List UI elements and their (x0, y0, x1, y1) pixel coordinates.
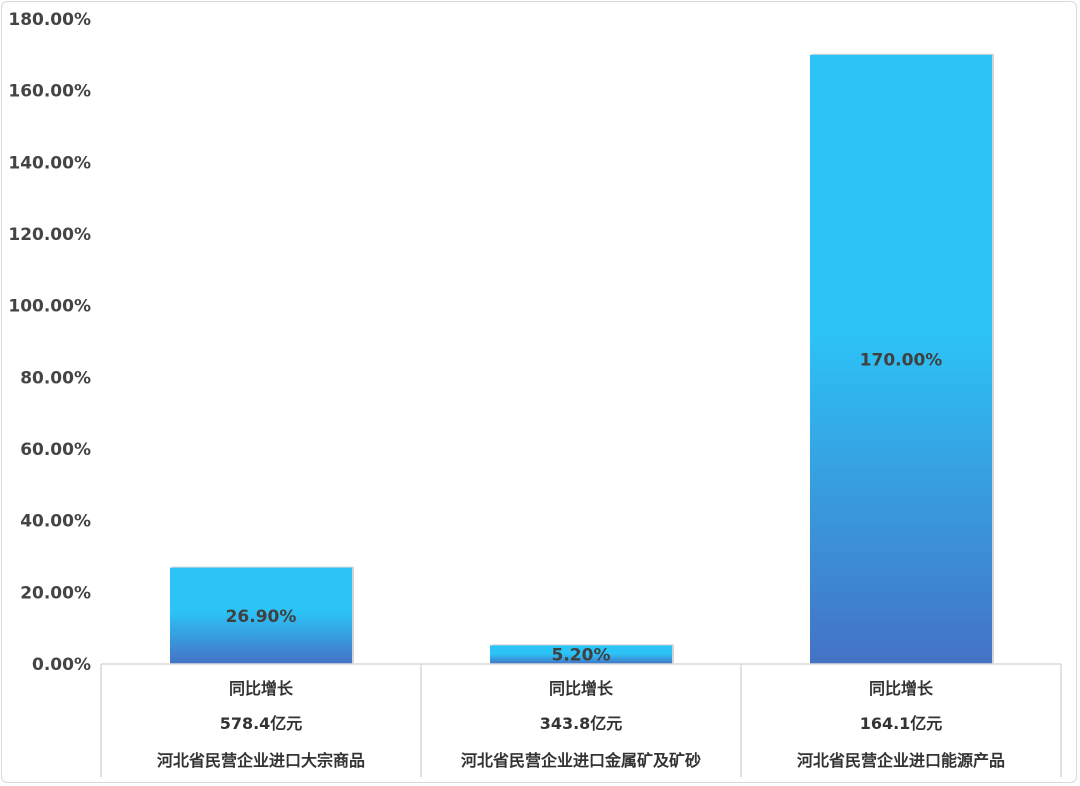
category-label-row1: 同比增长 (869, 679, 934, 698)
y-tick-label: 40.00% (20, 512, 91, 532)
data-label: 26.90% (226, 607, 297, 627)
bar (170, 567, 352, 664)
y-tick-label: 160.00% (8, 82, 91, 102)
category-label-row3: 河北省民营企业进口金属矿及矿砂 (461, 751, 701, 770)
y-tick-label: 20.00% (20, 583, 91, 603)
category-label-row3: 河北省民营企业进口大宗商品 (157, 751, 365, 770)
bar (490, 645, 672, 664)
bar (810, 54, 992, 665)
category-label-row3: 河北省民营企业进口能源产品 (797, 751, 1005, 770)
category-label-row2: 578.4亿元 (220, 714, 303, 733)
y-axis: 0.00% 20.00% 40.00% 60.00% 80.00% 100.00% 120.… (8, 10, 91, 675)
data-label: 170.00% (860, 350, 943, 370)
category-label-row1: 同比增长 (549, 679, 614, 698)
y-tick-label: 140.00% (8, 153, 91, 173)
y-tick-label: 60.00% (20, 440, 91, 460)
x-axis: 同比增长578.4亿元河北省民营企业进口大宗商品同比增长343.8亿元河北省民营… (100, 663, 1062, 777)
category-label-row1: 同比增长 (229, 679, 294, 698)
y-tick-label: 180.00% (8, 10, 91, 30)
y-tick-label: 120.00% (8, 225, 91, 245)
bars: 26.90% 5.20% 170.00% (170, 53, 994, 666)
y-tick-label: 100.00% (8, 297, 91, 317)
category-label-row2: 343.8亿元 (540, 714, 623, 733)
y-tick-label: 0.00% (32, 655, 91, 675)
y-tick-label: 80.00% (20, 368, 91, 388)
category-label-row2: 164.1亿元 (860, 714, 943, 733)
data-label: 5.20% (552, 646, 611, 666)
